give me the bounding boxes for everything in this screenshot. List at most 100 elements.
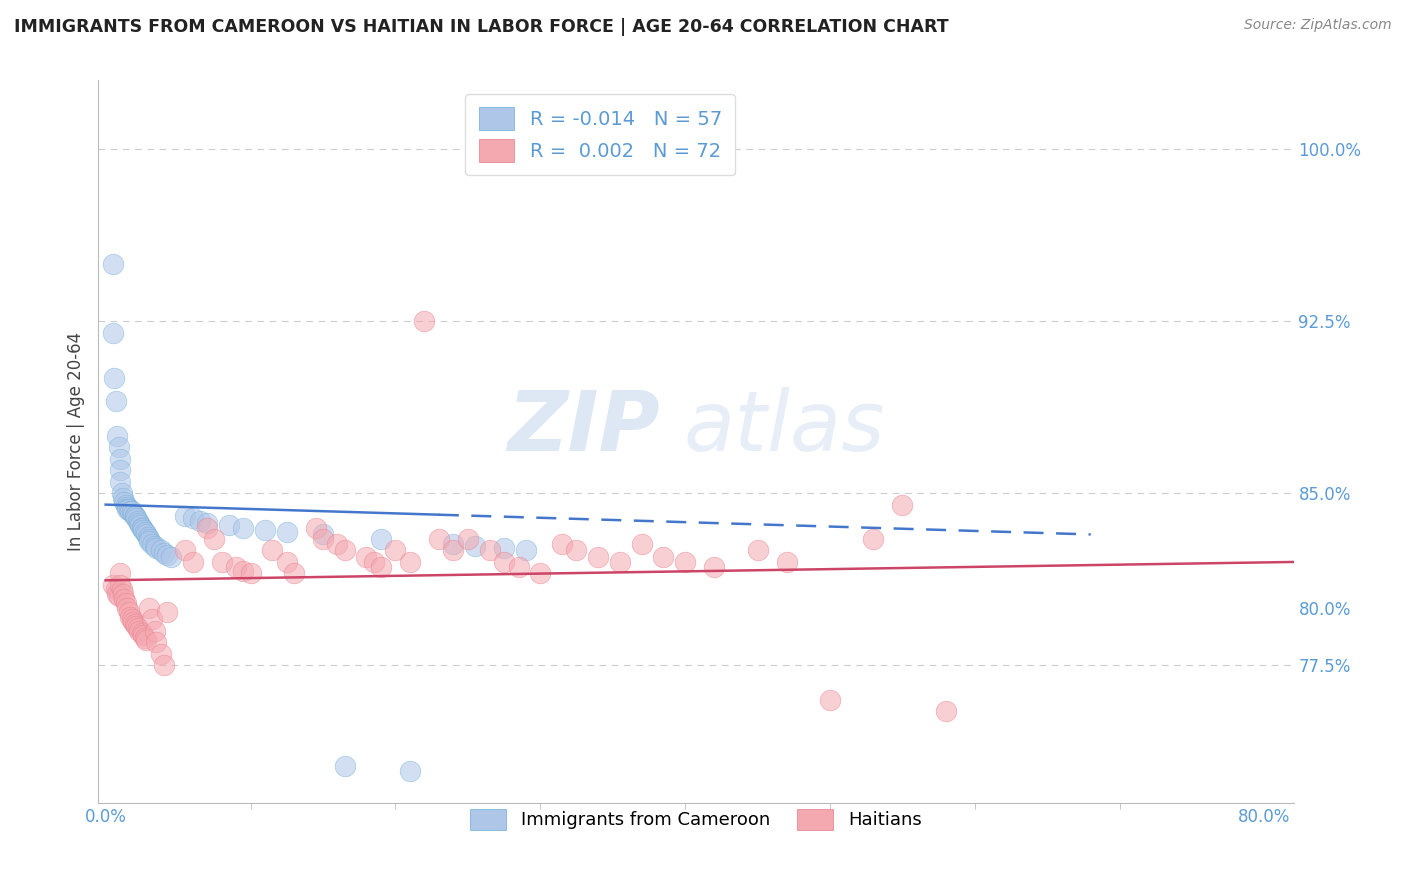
Point bbox=[441, 536, 464, 550]
Point bbox=[117, 500, 139, 514]
Point bbox=[239, 566, 262, 581]
Point bbox=[195, 520, 218, 534]
Point bbox=[508, 559, 530, 574]
Point bbox=[211, 555, 233, 569]
Point bbox=[127, 514, 149, 528]
Point bbox=[609, 555, 631, 569]
Point bbox=[492, 555, 515, 569]
Point bbox=[356, 550, 378, 565]
Point bbox=[105, 587, 128, 601]
Point bbox=[181, 511, 204, 525]
Point bbox=[108, 451, 131, 466]
Point bbox=[108, 566, 131, 581]
Point bbox=[413, 314, 436, 328]
Point bbox=[135, 527, 157, 541]
Point bbox=[132, 628, 155, 642]
Point bbox=[152, 658, 174, 673]
Point bbox=[136, 530, 159, 544]
Point bbox=[138, 532, 160, 546]
Point bbox=[333, 759, 356, 773]
Point bbox=[174, 543, 197, 558]
Point bbox=[333, 543, 356, 558]
Point bbox=[370, 532, 392, 546]
Point bbox=[131, 520, 153, 534]
Point bbox=[399, 764, 422, 778]
Point bbox=[149, 543, 172, 558]
Point bbox=[110, 486, 132, 500]
Point bbox=[370, 559, 392, 574]
Point bbox=[152, 546, 174, 560]
Point bbox=[141, 612, 163, 626]
Point bbox=[775, 555, 797, 569]
Point bbox=[129, 518, 152, 533]
Point bbox=[107, 440, 129, 454]
Point bbox=[107, 590, 129, 604]
Point bbox=[155, 548, 177, 562]
Point bbox=[108, 578, 131, 592]
Point bbox=[174, 509, 197, 524]
Point bbox=[515, 543, 537, 558]
Point bbox=[108, 475, 131, 489]
Point bbox=[103, 371, 125, 385]
Point bbox=[128, 624, 150, 638]
Text: ZIP: ZIP bbox=[508, 386, 661, 467]
Point bbox=[141, 536, 163, 550]
Point bbox=[105, 429, 128, 443]
Point bbox=[143, 624, 166, 638]
Legend: Immigrants from Cameroon, Haitians: Immigrants from Cameroon, Haitians bbox=[463, 802, 929, 837]
Point bbox=[232, 520, 254, 534]
Point bbox=[195, 516, 218, 530]
Point bbox=[862, 532, 884, 546]
Point bbox=[110, 582, 132, 597]
Point bbox=[253, 523, 276, 537]
Point bbox=[108, 463, 131, 477]
Point bbox=[124, 616, 146, 631]
Point bbox=[134, 631, 156, 645]
Point bbox=[225, 559, 247, 574]
Point bbox=[122, 615, 145, 629]
Point bbox=[673, 555, 696, 569]
Point bbox=[529, 566, 551, 581]
Point bbox=[135, 632, 157, 647]
Point bbox=[104, 582, 127, 597]
Point bbox=[114, 591, 136, 606]
Point bbox=[276, 555, 298, 569]
Point bbox=[118, 606, 141, 620]
Point bbox=[120, 504, 142, 518]
Point bbox=[551, 536, 574, 550]
Point bbox=[935, 704, 957, 718]
Point bbox=[262, 543, 284, 558]
Point bbox=[121, 504, 143, 518]
Point bbox=[427, 532, 450, 546]
Point bbox=[132, 523, 155, 537]
Point bbox=[457, 532, 479, 546]
Point bbox=[703, 559, 725, 574]
Y-axis label: In Labor Force | Age 20-64: In Labor Force | Age 20-64 bbox=[66, 332, 84, 551]
Point bbox=[586, 550, 609, 565]
Point bbox=[115, 596, 138, 610]
Point bbox=[145, 635, 167, 649]
Point bbox=[118, 502, 141, 516]
Point bbox=[305, 520, 328, 534]
Point bbox=[818, 692, 841, 706]
Point bbox=[652, 550, 675, 565]
Point bbox=[312, 527, 335, 541]
Point bbox=[125, 511, 148, 525]
Point bbox=[363, 555, 385, 569]
Point bbox=[326, 536, 349, 550]
Point bbox=[149, 647, 172, 661]
Point bbox=[101, 257, 124, 271]
Point bbox=[101, 326, 124, 340]
Text: Source: ZipAtlas.com: Source: ZipAtlas.com bbox=[1244, 18, 1392, 32]
Point bbox=[127, 622, 149, 636]
Point bbox=[160, 550, 183, 565]
Point bbox=[181, 555, 204, 569]
Point bbox=[134, 525, 156, 540]
Text: IMMIGRANTS FROM CAMEROON VS HAITIAN IN LABOR FORCE | AGE 20-64 CORRELATION CHART: IMMIGRANTS FROM CAMEROON VS HAITIAN IN L… bbox=[14, 18, 949, 36]
Point bbox=[125, 619, 148, 633]
Point bbox=[131, 520, 153, 534]
Point bbox=[143, 539, 166, 553]
Point bbox=[115, 498, 138, 512]
Point bbox=[112, 491, 135, 505]
Point bbox=[114, 495, 136, 509]
